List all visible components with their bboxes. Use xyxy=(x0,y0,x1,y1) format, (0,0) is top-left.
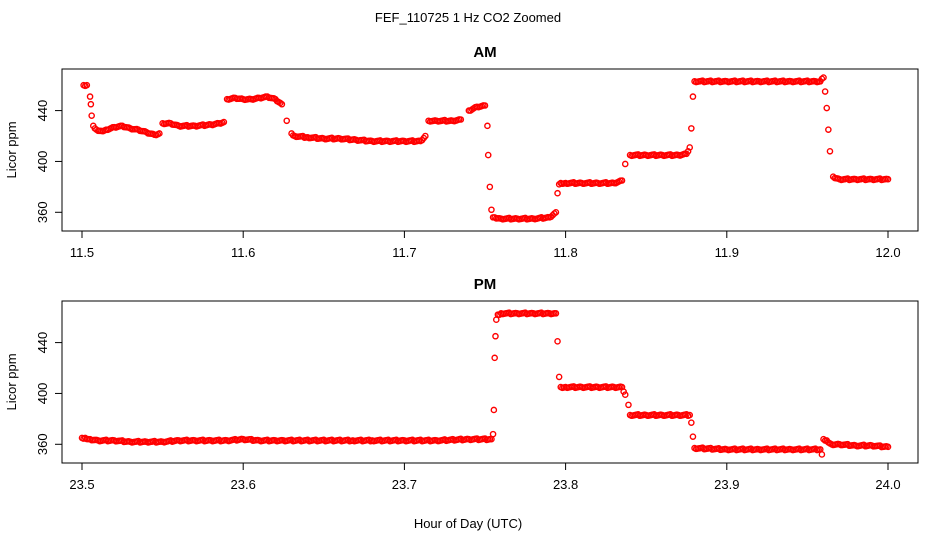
data-point xyxy=(820,74,827,81)
data-point xyxy=(87,100,95,108)
data-point xyxy=(492,332,499,340)
y-tick-label: 440 xyxy=(35,332,50,354)
data-point xyxy=(554,338,561,345)
y-tick-label: 360 xyxy=(35,201,50,223)
y-tick-label: 400 xyxy=(35,383,50,405)
data-point xyxy=(422,132,429,140)
data-point xyxy=(689,93,697,100)
data-point xyxy=(283,117,291,125)
x-tick-label: 11.8 xyxy=(553,245,577,260)
data-point xyxy=(484,122,491,130)
panel-pm-data-points xyxy=(78,309,892,458)
data-point xyxy=(481,102,489,109)
data-point xyxy=(490,406,498,414)
data-point xyxy=(156,130,163,137)
data-point xyxy=(554,189,561,197)
panel-am-x-axis: 11.5 11.6 11.7 11.8 11.9 12.0 xyxy=(70,230,901,260)
data-point xyxy=(689,433,697,440)
data-point xyxy=(821,88,829,95)
data-point xyxy=(486,183,494,191)
panel-am-title: AM xyxy=(473,44,496,61)
x-tick-label: 11.6 xyxy=(231,245,255,260)
panel-pm-y-axis: 360 400 440 xyxy=(35,332,63,455)
data-point xyxy=(625,401,632,409)
panel-am-plot-frame xyxy=(61,68,919,232)
data-point xyxy=(618,177,626,184)
data-point xyxy=(823,104,831,112)
data-point xyxy=(220,118,228,126)
figure-title: FEF_110725 1 Hz CO2 Zoomed xyxy=(375,10,561,25)
y-tick-label: 440 xyxy=(35,100,50,122)
data-point xyxy=(555,373,563,381)
data-point xyxy=(884,443,892,451)
data-point xyxy=(86,93,94,100)
y-tick-label: 400 xyxy=(35,151,50,173)
data-point xyxy=(88,112,95,119)
panel-pm-y-axis-label: Licor ppm xyxy=(4,353,19,410)
data-point xyxy=(491,354,498,362)
data-point xyxy=(489,430,497,438)
data-point xyxy=(826,147,834,155)
x-tick-label: 12.0 xyxy=(875,245,900,260)
x-tick-label: 24.0 xyxy=(875,477,900,492)
panel-pm: PM Licor ppm 23.5 23.6 23.7 23.8 23.9 24.0 36… xyxy=(4,276,919,492)
data-point xyxy=(83,81,91,89)
x-tick-label: 23.5 xyxy=(69,477,94,492)
data-point xyxy=(686,144,694,151)
data-point xyxy=(884,175,892,183)
panel-am-data-points xyxy=(80,74,892,223)
data-point xyxy=(484,151,492,159)
x-tick-label: 23.7 xyxy=(392,477,417,492)
data-point xyxy=(818,451,826,458)
panel-am: AM Licor ppm 11.5 11.6 11.7 11.8 11.9 12.0 36… xyxy=(4,44,919,260)
x-tick-label: 11.9 xyxy=(715,245,739,260)
x-tick-label: 23.9 xyxy=(714,477,739,492)
panel-am-y-axis-label: Licor ppm xyxy=(4,121,19,178)
data-point xyxy=(552,208,560,216)
panel-pm-title: PM xyxy=(474,276,497,293)
x-tick-label: 11.7 xyxy=(392,245,416,260)
data-point xyxy=(686,411,694,419)
figure-x-axis-label: Hour of Day (UTC) xyxy=(414,516,522,531)
x-tick-label: 23.8 xyxy=(553,477,578,492)
x-tick-label: 23.6 xyxy=(231,477,256,492)
data-point xyxy=(621,391,629,399)
data-point xyxy=(488,206,495,214)
data-point xyxy=(278,100,286,108)
x-tick-label: 11.5 xyxy=(70,245,94,260)
data-point xyxy=(825,126,832,133)
data-point xyxy=(621,160,629,168)
data-point xyxy=(688,125,695,132)
data-point xyxy=(552,310,560,317)
data-point xyxy=(688,419,695,426)
y-tick-label: 360 xyxy=(35,433,50,455)
panel-am-y-axis: 360 400 440 xyxy=(35,100,63,223)
panel-pm-x-axis: 23.5 23.6 23.7 23.8 23.9 24.0 xyxy=(69,462,901,492)
data-point xyxy=(457,116,465,123)
